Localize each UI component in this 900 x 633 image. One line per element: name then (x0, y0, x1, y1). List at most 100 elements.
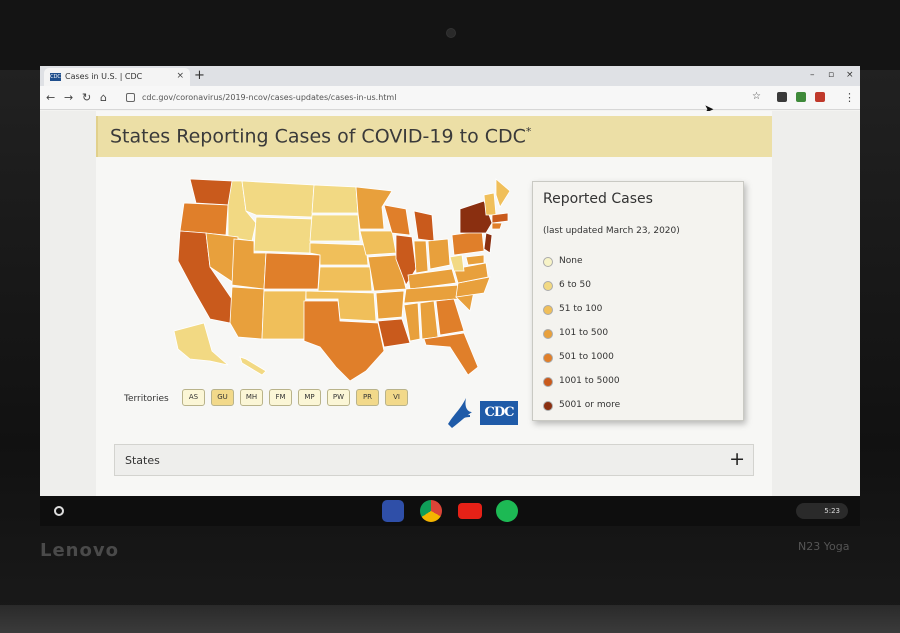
map-state-arkansas (375, 290, 405, 320)
keyboard-hinge (0, 605, 900, 633)
map-state-connecticut (491, 222, 503, 230)
map-state-oregon (179, 202, 229, 236)
web-page: States Reporting Cases of COVID-19 to CD… (40, 111, 860, 496)
extension-icon[interactable] (815, 92, 825, 102)
territory-button[interactable]: MH (240, 389, 263, 406)
menu-kebab-icon[interactable]: ⋮ (844, 91, 855, 104)
browser-toolbar: ← → ↻ ⌂ cdc.gov/coronavirus/2019-ncov/ca… (40, 86, 860, 110)
map-state-texas (303, 300, 385, 381)
chrome-icon[interactable] (420, 500, 442, 522)
bookmark-star-icon[interactable]: ☆ (752, 91, 761, 102)
lock-icon (126, 93, 135, 102)
map-state-north-dakota (311, 184, 359, 214)
tab-strip: CDC Cases in U.S. | CDC × + – ▫ × (40, 66, 860, 86)
map-state-michigan (413, 210, 435, 242)
browser-tab[interactable]: CDC Cases in U.S. | CDC × (44, 68, 190, 86)
legend-swatch (543, 257, 553, 267)
map-state-maine (495, 178, 510, 208)
map-state-alabama (419, 300, 439, 340)
map-state-wyoming (253, 216, 313, 254)
map-state-west-virginia (449, 254, 465, 272)
map-state-mississippi (403, 302, 421, 342)
territory-button[interactable]: FM (269, 389, 292, 406)
legend-panel: Reported Cases (last updated March 23, 2… (532, 181, 744, 421)
extension-icon[interactable] (796, 92, 806, 102)
clock-time: 5:23 (824, 507, 840, 515)
url-text: cdc.gov/coronavirus/2019-ncov/cases-upda… (142, 93, 397, 102)
map-state-new-york (459, 200, 493, 234)
map-state-washington (189, 178, 233, 206)
back-icon[interactable]: ← (46, 91, 56, 104)
map-state-hawaii (239, 356, 267, 376)
tab-title: Cases in U.S. | CDC (65, 72, 143, 81)
map-state-georgia (435, 298, 465, 336)
territory-button[interactable]: AS (182, 389, 205, 406)
lenovo-brand: Lenovo (40, 540, 119, 561)
cdc-favicon-icon: CDC (50, 73, 61, 81)
legend-swatch (543, 377, 553, 387)
launcher-icon[interactable] (54, 506, 64, 516)
maximize-icon[interactable]: ▫ (828, 70, 835, 80)
territory-button[interactable]: GU (211, 389, 234, 406)
map-state-new-jersey (483, 232, 493, 254)
map-state-indiana (413, 240, 429, 274)
webcam (446, 28, 456, 38)
map-state-maryland (465, 254, 485, 266)
legend-swatch (543, 305, 553, 315)
reload-icon[interactable]: ↻ (82, 91, 92, 104)
legend-updated: (last updated March 23, 2020) (543, 226, 680, 236)
map-state-ohio (427, 238, 451, 270)
legend-label: 1001 to 5000 (559, 376, 620, 386)
map-state-florida (423, 332, 479, 376)
territory-button[interactable]: PR (356, 389, 379, 406)
states-accordion[interactable]: States + (114, 444, 754, 476)
mouse-cursor-icon: ➤ (704, 102, 715, 116)
expand-plus-icon[interactable]: + (729, 448, 745, 470)
map-state-pennsylvania (451, 230, 485, 256)
map-state-kansas (317, 266, 373, 292)
map-state-south-dakota (309, 214, 361, 242)
territory-button[interactable]: MP (298, 389, 321, 406)
address-bar[interactable]: cdc.gov/coronavirus/2019-ncov/cases-upda… (122, 90, 742, 106)
legend-swatch (543, 329, 553, 339)
legend-label: 501 to 1000 (559, 352, 614, 362)
top-bezel (0, 0, 900, 70)
map-state-arizona (229, 286, 265, 340)
map-state-kentucky (407, 268, 457, 290)
minimize-icon[interactable]: – (810, 70, 815, 80)
app-icon[interactable] (382, 500, 404, 522)
hhs-eagle-logo-icon (448, 398, 472, 428)
youtube-icon[interactable] (458, 503, 482, 519)
page-title: States Reporting Cases of COVID-19 to CD… (110, 125, 532, 148)
cdc-logo: CDC (480, 401, 518, 425)
window-close-icon[interactable]: × (846, 70, 854, 80)
legend-label: 6 to 50 (559, 280, 591, 290)
map-state-minnesota (355, 186, 393, 230)
map-state-colorado (263, 252, 321, 290)
new-tab-icon[interactable]: + (194, 68, 205, 83)
tab-close-icon[interactable]: × (176, 71, 184, 81)
territory-button[interactable]: VI (385, 389, 408, 406)
screen: CDC Cases in U.S. | CDC × + – ▫ × ← → ↻ … (40, 66, 860, 496)
territory-button[interactable]: PW (327, 389, 350, 406)
map-state-alaska (173, 322, 229, 366)
forward-icon[interactable]: → (64, 91, 74, 104)
legend-label: None (559, 256, 583, 266)
spotify-icon[interactable] (496, 500, 518, 522)
home-icon[interactable]: ⌂ (100, 91, 107, 104)
map-state-massachusetts (491, 212, 509, 224)
legend-swatch (543, 353, 553, 363)
legend-title: Reported Cases (543, 191, 653, 207)
page-content: States Reporting Cases of COVID-19 to CD… (96, 111, 772, 496)
status-tray[interactable]: 5:23 (796, 503, 848, 519)
legend-label: 101 to 500 (559, 328, 609, 338)
map-state-wisconsin (383, 204, 411, 236)
extension-icon[interactable] (777, 92, 787, 102)
map-state-vermont-nh (483, 192, 497, 216)
page-title-bar: States Reporting Cases of COVID-19 to CD… (96, 116, 772, 157)
map-state-new-mexico (261, 290, 307, 340)
os-shelf: 5:23 (40, 496, 860, 526)
legend-label: 5001 or more (559, 400, 621, 410)
us-cases-map[interactable] (170, 171, 510, 381)
